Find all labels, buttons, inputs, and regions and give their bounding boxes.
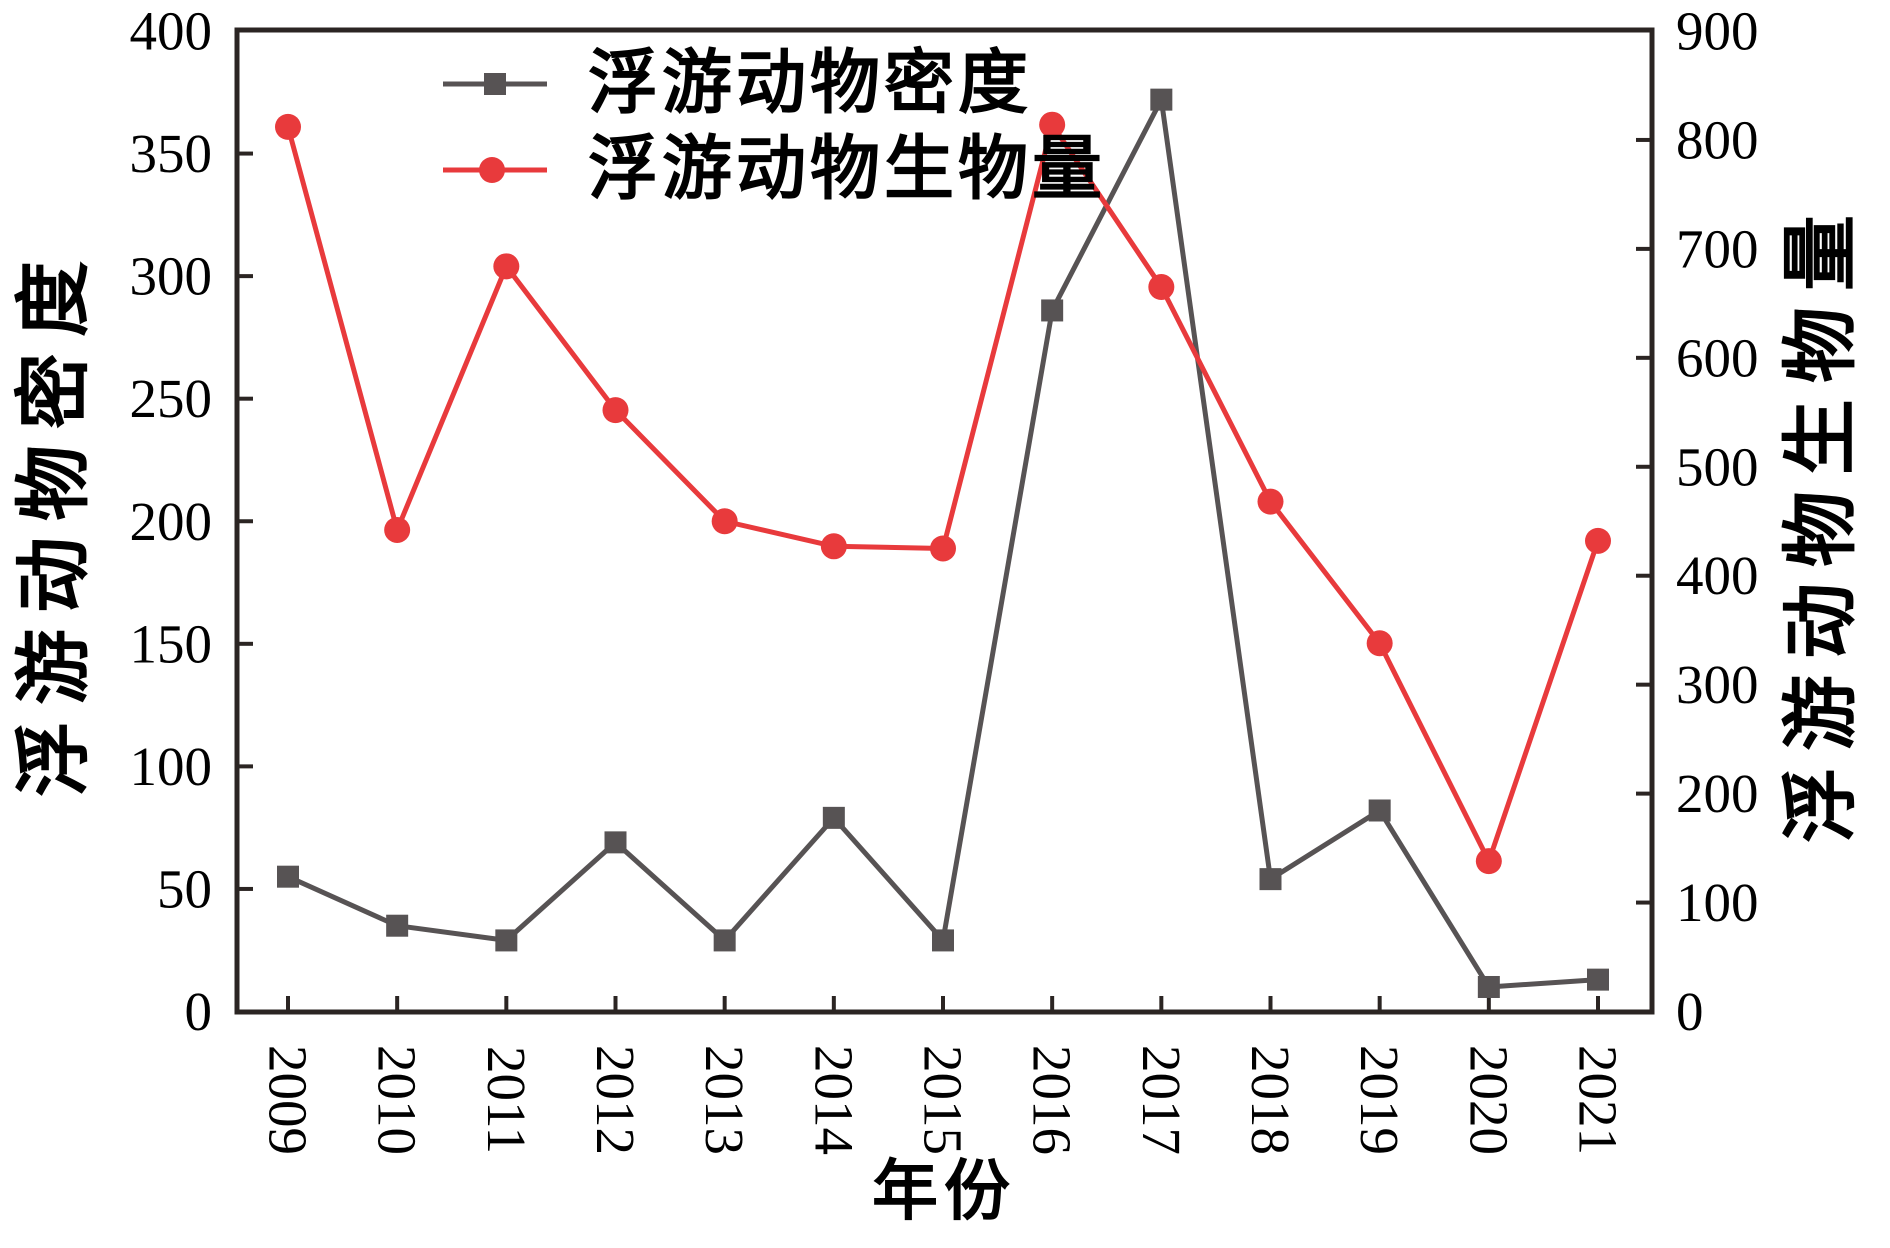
data-point-square-2013: [713, 929, 736, 952]
right-tick-label: 500: [1676, 436, 1759, 497]
x-tick-label: 2019: [1349, 1045, 1410, 1155]
right-tick-label: 400: [1676, 545, 1759, 606]
x-tick-label: 2015: [913, 1045, 974, 1155]
data-point-circle-2021: [1585, 527, 1611, 554]
legend-label-density: 浮游动物密度: [588, 45, 1032, 123]
x-tick-label: 2011: [476, 1046, 537, 1154]
data-point-circle-2019: [1366, 630, 1393, 657]
x-tick-label: 2017: [1131, 1045, 1192, 1155]
x-axis-title: 年份: [872, 1156, 1016, 1229]
left-tick-label: 400: [130, 1, 213, 62]
left-tick-label: 300: [130, 246, 213, 307]
left-tick-label: 350: [130, 123, 213, 184]
data-point-circle-2009: [275, 113, 301, 140]
data-point-square-2009: [277, 865, 299, 888]
legend: 浮游动物密度 浮游动物生物量: [443, 45, 1106, 209]
data-series: [275, 88, 1611, 998]
right-tick-label: 700: [1676, 218, 1759, 279]
left-tick-label: 200: [130, 491, 213, 552]
right-axis-title: 浮游动物生物量: [1780, 199, 1864, 843]
legend-entry-density: 浮游动物密度: [443, 45, 1032, 123]
left-tick-label: 100: [130, 736, 213, 797]
data-point-square-2016: [1041, 299, 1064, 322]
x-tick-label: 2013: [694, 1045, 755, 1155]
axis-ticks: 0 50 100 150 200 250 300 350 400 0 100 200 300 400 500…: [130, 1, 1759, 1156]
legend-entry-biomass: 浮游动物生物量: [443, 131, 1106, 209]
data-point-circle-2020: [1475, 848, 1502, 875]
right-tick-label: 800: [1676, 109, 1759, 170]
legend-circle-marker-icon: [479, 157, 505, 183]
data-point-circle-2011: [493, 253, 520, 280]
data-point-square-2017: [1150, 88, 1173, 111]
right-tick-label: 100: [1676, 872, 1759, 933]
x-tick-label: 2020: [1458, 1045, 1519, 1155]
legend-square-marker-icon: [484, 73, 506, 95]
data-point-square-2019: [1368, 799, 1391, 822]
legend-label-biomass: 浮游动物生物量: [588, 131, 1106, 209]
x-tick-label: 2010: [367, 1045, 428, 1155]
right-tick-label: 200: [1676, 763, 1759, 824]
left-axis-title: 浮游动物密度: [13, 245, 97, 797]
data-point-circle-2015: [930, 535, 956, 562]
x-tick-label: 2009: [258, 1045, 319, 1155]
left-tick-label: 0: [185, 981, 213, 1042]
data-point-circle-2012: [602, 397, 629, 424]
data-point-square-2011: [495, 929, 518, 952]
浮游动物生物量-line: [285, 122, 1601, 864]
right-tick-label: 0: [1676, 981, 1704, 1042]
left-tick-label: 150: [130, 613, 213, 674]
data-point-square-2015: [932, 929, 954, 952]
data-point-circle-2014: [820, 533, 847, 560]
data-point-circle-2010: [384, 516, 411, 543]
x-tick-label: 2014: [803, 1045, 864, 1155]
right-tick-label: 600: [1676, 327, 1759, 388]
data-point-circle-2017: [1148, 274, 1175, 301]
data-point-square-2020: [1477, 975, 1500, 998]
left-tick-label: 250: [130, 368, 213, 429]
right-tick-label: 900: [1676, 1, 1759, 62]
left-tick-label: 50: [157, 858, 212, 919]
data-point-square-2018: [1259, 868, 1282, 891]
right-tick-label: 300: [1676, 654, 1759, 715]
x-tick-label: 2021: [1568, 1045, 1629, 1155]
x-tick-label: 2018: [1240, 1045, 1301, 1155]
data-point-square-2014: [822, 806, 845, 829]
data-point-circle-2018: [1257, 488, 1284, 515]
x-tick-label: 2012: [585, 1045, 646, 1155]
data-point-circle-2013: [711, 508, 738, 535]
data-point-square-2012: [604, 831, 627, 854]
data-point-circle-2016: [1039, 111, 1066, 138]
x-tick-label: 2016: [1022, 1045, 1083, 1155]
data-point-square-2021: [1587, 968, 1609, 991]
data-point-square-2010: [386, 914, 409, 937]
